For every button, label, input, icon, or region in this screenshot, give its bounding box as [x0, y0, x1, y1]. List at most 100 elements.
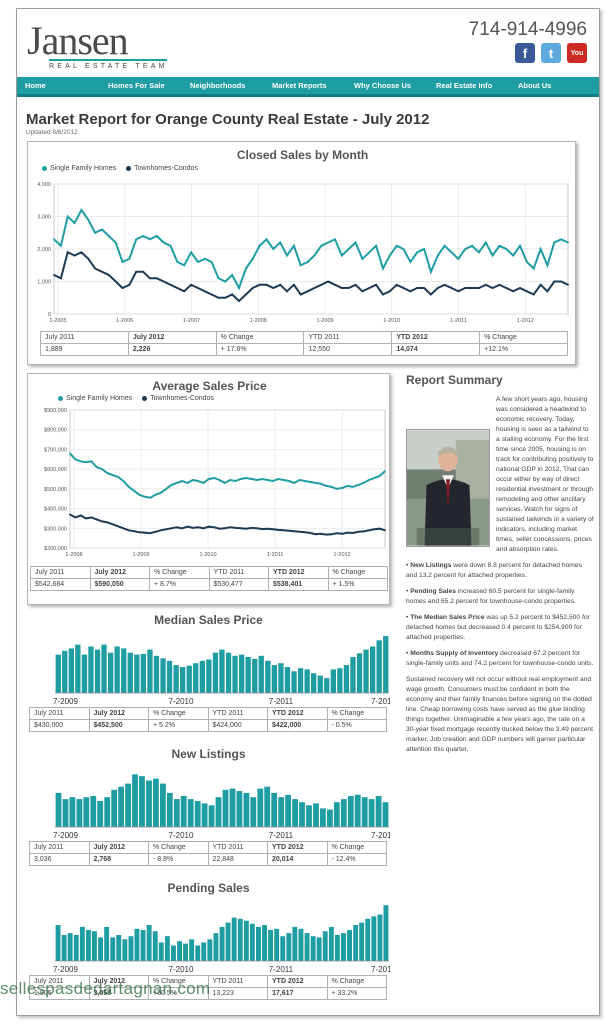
- bar: [118, 786, 124, 827]
- nav-home[interactable]: Home: [25, 81, 46, 90]
- twitter-icon[interactable]: t: [541, 43, 561, 63]
- bar: [365, 918, 371, 961]
- data-point: [258, 283, 261, 286]
- bar: [128, 936, 134, 961]
- data-point: [197, 261, 199, 263]
- table-row: 1,889 2,226 + 17.8% 12,550 14,074 +12.1%: [40, 343, 568, 356]
- bar: [187, 799, 194, 827]
- data-point: [546, 264, 549, 267]
- bar: [132, 774, 138, 827]
- data-point: [154, 493, 157, 496]
- data-point: [368, 287, 371, 289]
- bullet-text: decreased 67.2 percent for single-family…: [406, 650, 594, 667]
- bar: [98, 937, 103, 961]
- table-cell: - 12.4%: [326, 853, 387, 866]
- nav-homes-for-sale[interactable]: Homes For Sale: [108, 81, 165, 90]
- nav-why-choose-us[interactable]: Why Choose Us: [354, 81, 412, 90]
- y-tick-label: $800,000: [44, 428, 67, 434]
- phone-number[interactable]: 714-914-4996: [468, 19, 587, 40]
- table-cell: $424,000: [207, 719, 268, 732]
- data-point: [251, 287, 254, 289]
- data-point: [261, 528, 264, 530]
- data-point: [430, 293, 432, 296]
- data-point: [532, 293, 535, 296]
- data-point: [85, 461, 87, 464]
- table-cell: 2,226: [127, 343, 217, 356]
- data-point: [272, 480, 274, 482]
- data-point: [560, 280, 562, 283]
- x-tick-label: 1-2005: [49, 318, 66, 322]
- nav-real-estate-info[interactable]: Real Estate Info: [436, 81, 493, 90]
- bar: [322, 931, 328, 961]
- data-point: [231, 293, 234, 296]
- data-point: [450, 287, 453, 289]
- y-tick-label: $300,000: [44, 526, 67, 532]
- table-cell: + 17.8%: [215, 343, 305, 356]
- bar: [116, 935, 122, 961]
- data-point: [553, 280, 556, 283]
- data-point: [217, 277, 220, 280]
- facebook-icon[interactable]: f: [515, 43, 535, 63]
- summary-intro-text: A few short years ago, housing was consi…: [496, 396, 594, 553]
- data-point: [313, 254, 316, 257]
- bar: [189, 939, 195, 961]
- data-point: [265, 283, 268, 286]
- data-point: [239, 527, 242, 530]
- data-point: [491, 254, 494, 257]
- data-point: [306, 261, 309, 263]
- series-line-sfh: [53, 208, 569, 291]
- data-point: [272, 248, 275, 250]
- data-point: [436, 287, 439, 289]
- logo-rule: [49, 59, 167, 61]
- bar: [146, 925, 152, 961]
- nav-about-us[interactable]: About Us: [518, 81, 552, 90]
- data-point: [176, 287, 179, 289]
- data-point: [341, 532, 344, 535]
- bar: [341, 933, 346, 961]
- bar: [104, 797, 111, 827]
- x-tick-label: 1-2012: [517, 318, 534, 322]
- bar: [104, 926, 110, 961]
- bar: [108, 652, 114, 693]
- plot-area: [69, 409, 386, 549]
- bar: [354, 794, 361, 827]
- table-cell: July 2011: [40, 331, 129, 344]
- bar: [139, 776, 145, 827]
- data-point: [306, 290, 309, 293]
- data-point: [175, 482, 178, 484]
- youtube-icon[interactable]: You: [567, 43, 587, 63]
- bar: [125, 783, 131, 827]
- table-cell: + 33.2%: [326, 987, 387, 1000]
- data-point: [80, 251, 83, 254]
- data-point: [122, 480, 125, 482]
- data-point: [181, 527, 184, 530]
- bar: [122, 939, 128, 961]
- data-point: [266, 479, 269, 481]
- table-cell: YTD 2011: [207, 841, 268, 854]
- data-point: [245, 477, 248, 479]
- bar: [166, 660, 173, 693]
- bar: [353, 925, 359, 961]
- nav-market-reports[interactable]: Market Reports: [272, 81, 327, 90]
- bar: [343, 665, 350, 693]
- closed-sales-table: July 2011 July 2012 % Change YTD 2011 YT…: [40, 331, 568, 356]
- bar: [111, 789, 118, 827]
- table-cell: $430,000: [29, 719, 90, 732]
- nav-neighborhoods[interactable]: Neighborhoods: [190, 81, 246, 90]
- data-point: [95, 466, 98, 469]
- data-point: [117, 525, 119, 528]
- y-tick-label: $400,000: [44, 507, 67, 513]
- x-tick-label: 1-2007: [183, 318, 200, 322]
- bar: [194, 801, 201, 827]
- data-point: [142, 270, 144, 273]
- table-cell: July 2011: [29, 707, 90, 720]
- summary-bullet-1: • New Listings were down 8.8 percent for…: [406, 562, 582, 579]
- data-point: [526, 290, 528, 293]
- logo[interactable]: Jansen REAL ESTATE TEAM: [27, 19, 177, 79]
- bar: [347, 796, 354, 827]
- bar: [231, 917, 237, 961]
- report-summary: Report Summary A few short years ago, ho…: [406, 373, 594, 933]
- table-cell: YTD 2011: [207, 975, 268, 988]
- data-point: [325, 485, 328, 487]
- data-point: [309, 532, 312, 534]
